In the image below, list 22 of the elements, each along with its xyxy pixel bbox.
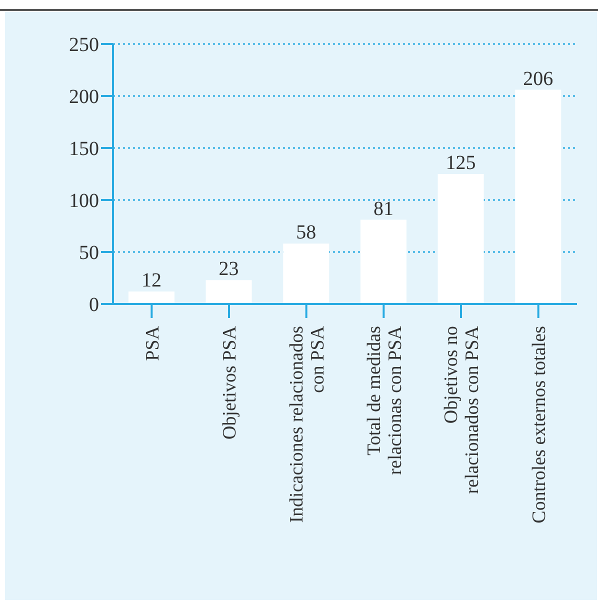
x-tick-label: Objetivos PSA (220, 326, 241, 440)
data-label: 23 (218, 258, 239, 280)
bar (128, 292, 174, 304)
y-tick-label: 250 (69, 34, 99, 56)
data-label: 58 (296, 222, 316, 244)
data-label: 206 (523, 68, 554, 90)
data-label: 81 (373, 198, 394, 220)
x-tick-label: PSA (142, 326, 164, 361)
bar (360, 220, 406, 304)
x-tick-label: Controles externos totales (528, 326, 550, 524)
data-label: 125 (446, 152, 476, 174)
bar (206, 280, 252, 304)
bar (515, 90, 562, 304)
y-tick-label: 50 (79, 242, 99, 264)
y-tick-label: 100 (69, 190, 99, 212)
bar (438, 174, 484, 304)
y-tick-label: 0 (89, 294, 99, 316)
y-tick-label: 200 (69, 86, 99, 108)
data-label: 12 (141, 270, 162, 292)
bar (283, 244, 330, 304)
y-tick-label: 150 (69, 138, 99, 160)
x-tick-label: Indicaciones relacionados con PSA (286, 326, 328, 523)
